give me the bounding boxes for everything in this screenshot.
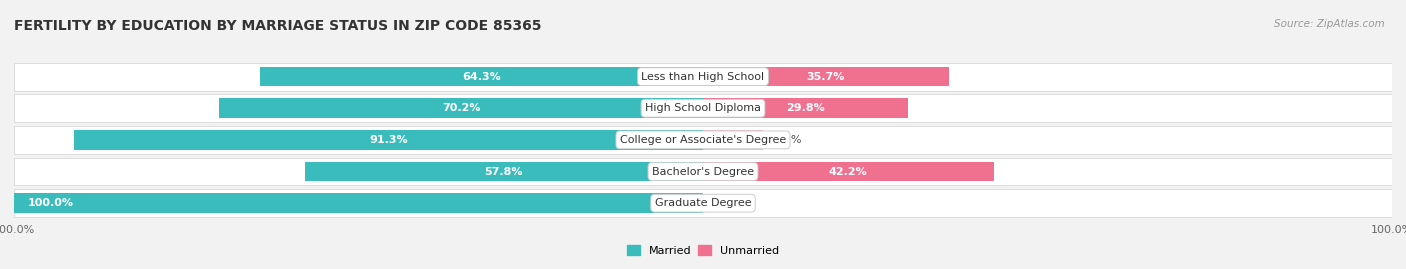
- Bar: [260, 67, 703, 86]
- Text: High School Diploma: High School Diploma: [645, 103, 761, 113]
- Text: Bachelor's Degree: Bachelor's Degree: [652, 167, 754, 176]
- Bar: [75, 130, 703, 150]
- Bar: [14, 63, 1392, 90]
- Bar: [14, 158, 1392, 185]
- Text: 8.7%: 8.7%: [773, 135, 801, 145]
- Text: 29.8%: 29.8%: [786, 103, 825, 113]
- Bar: [703, 67, 949, 86]
- Legend: Married, Unmarried: Married, Unmarried: [623, 241, 783, 260]
- Text: 91.3%: 91.3%: [370, 135, 408, 145]
- Bar: [703, 98, 908, 118]
- Text: FERTILITY BY EDUCATION BY MARRIAGE STATUS IN ZIP CODE 85365: FERTILITY BY EDUCATION BY MARRIAGE STATU…: [14, 19, 541, 33]
- Text: 100.0%: 100.0%: [28, 198, 75, 208]
- Bar: [14, 189, 1392, 217]
- Bar: [14, 126, 1392, 154]
- Bar: [14, 193, 703, 213]
- Bar: [219, 98, 703, 118]
- Text: 64.3%: 64.3%: [463, 72, 501, 82]
- Bar: [703, 162, 994, 181]
- Text: Graduate Degree: Graduate Degree: [655, 198, 751, 208]
- Text: 0.0%: 0.0%: [713, 198, 741, 208]
- Text: 70.2%: 70.2%: [441, 103, 481, 113]
- Text: Less than High School: Less than High School: [641, 72, 765, 82]
- Bar: [703, 130, 763, 150]
- Bar: [14, 94, 1392, 122]
- Text: Source: ZipAtlas.com: Source: ZipAtlas.com: [1274, 19, 1385, 29]
- Bar: [305, 162, 703, 181]
- Text: 42.2%: 42.2%: [830, 167, 868, 176]
- Text: 57.8%: 57.8%: [485, 167, 523, 176]
- Text: College or Associate's Degree: College or Associate's Degree: [620, 135, 786, 145]
- Text: 35.7%: 35.7%: [807, 72, 845, 82]
